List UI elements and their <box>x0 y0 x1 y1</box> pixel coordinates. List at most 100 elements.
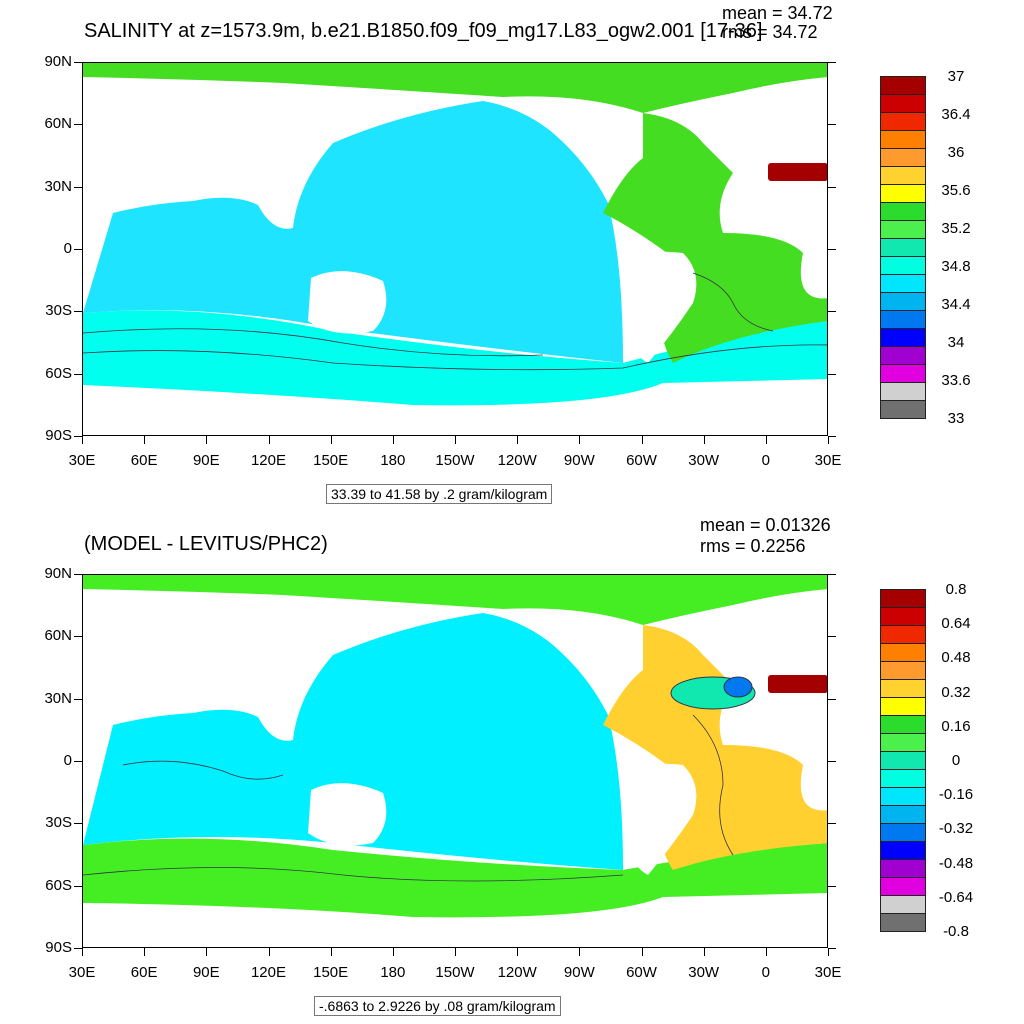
top-lat-tick <box>74 311 82 313</box>
top-med-outflow <box>768 163 827 181</box>
bottom-lon-tick <box>330 948 332 956</box>
top-lon-label: 120W <box>497 452 537 469</box>
top-lon-label: 180 <box>380 452 406 469</box>
bottom-lat-tick <box>74 761 82 762</box>
colorbar-swatch <box>880 382 926 401</box>
top-lon-label: 90W <box>563 452 595 469</box>
colorbar-swatch <box>880 184 926 203</box>
top-lon-tick <box>392 436 394 444</box>
top-lat-tick <box>74 186 82 188</box>
colorbar-label: -0.64 <box>938 888 974 906</box>
top-rms-stat: rms = 34.72 <box>722 22 818 42</box>
top-arctic <box>83 63 827 113</box>
bottom-med-outflow <box>768 675 827 693</box>
colorbar-swatch <box>880 679 926 698</box>
colorbar-swatch <box>880 913 926 932</box>
colorbar-swatch <box>880 589 926 608</box>
colorbar-swatch <box>880 787 926 806</box>
bottom-range-box: -.6863 to 2.9226 by .08 gram/kilogram <box>314 996 561 1016</box>
colorbar-label: 0.8 <box>945 581 967 598</box>
colorbar-label: -0.8 <box>943 923 969 940</box>
colorbar-swatch <box>880 328 926 347</box>
bottom-lon-tick <box>703 948 705 956</box>
bottom-lon-tick <box>828 948 829 956</box>
colorbar-label: 0 <box>951 752 961 769</box>
top-lon-tick <box>517 436 519 444</box>
top-atlantic <box>603 113 827 363</box>
top-lon-label: 150W <box>435 452 475 469</box>
top-contour-1 <box>83 344 827 371</box>
colorbar-swatch <box>880 148 926 167</box>
bottom-lon-label: 120E <box>250 964 287 981</box>
top-lat-tick <box>828 62 836 63</box>
top-contour-2 <box>83 328 544 357</box>
bottom-mean-stat: mean = 0.01326 <box>700 515 831 535</box>
top-map-title: SALINITY at z=1573.9m, b.e21.B1850.f09_f… <box>84 20 763 42</box>
bottom-atlantic <box>603 625 827 870</box>
bottom-lon-label: 150W <box>435 964 475 981</box>
colorbar-swatch <box>880 274 926 293</box>
colorbar-swatch <box>880 94 926 113</box>
colorbar-swatch <box>880 877 926 896</box>
colorbar-label: 37 <box>947 68 965 85</box>
bottom-lon-label: 30E <box>814 964 842 981</box>
bottom-lat-tick <box>828 574 836 575</box>
colorbar-label: 34.4 <box>941 296 971 313</box>
colorbar-swatch <box>880 841 926 860</box>
bottom-lon-tick <box>144 948 146 956</box>
colorbar-swatch <box>880 112 926 131</box>
bottom-lon-tick <box>206 948 208 956</box>
colorbar-swatch <box>880 805 926 824</box>
top-lon-label: 0 <box>761 452 770 469</box>
top-lon-label: 150E <box>313 452 349 469</box>
top-lon-label: 90E <box>192 452 220 469</box>
bottom-lon-label: 120W <box>497 964 537 981</box>
bottom-lat-label: 60N <box>44 627 72 645</box>
bottom-gulf-stream-core <box>723 676 753 698</box>
colorbar-swatch <box>880 202 926 221</box>
top-lon-tick <box>268 436 270 444</box>
colorbar-swatch <box>880 400 926 419</box>
top-lat-tick <box>74 249 82 250</box>
bottom-contour-3 <box>122 760 284 780</box>
bottom-lat-tick <box>74 823 82 825</box>
bottom-southern-ocean <box>83 838 827 918</box>
top-lat-tick <box>828 186 836 188</box>
top-lon-label: 30E <box>814 452 842 469</box>
top-lon-tick <box>206 436 208 444</box>
colorbar-swatch <box>880 625 926 644</box>
bottom-lon-label: 0 <box>761 964 770 981</box>
bottom-lon-tick <box>765 948 767 956</box>
colorbar-label: 35.6 <box>941 182 971 199</box>
bottom-lat-tick <box>828 948 836 949</box>
top-lat-tick <box>74 124 82 126</box>
bottom-colorbar <box>880 589 926 932</box>
top-lat-tick <box>74 62 82 63</box>
bottom-lon-tick <box>517 948 519 956</box>
bottom-australia <box>308 783 387 846</box>
bottom-contour-1 <box>83 867 624 882</box>
bottom-lat-label: 90S <box>45 939 72 956</box>
bottom-lon-label: 90E <box>192 964 220 981</box>
colorbar-swatch <box>880 715 926 734</box>
top-lat-tick <box>828 249 836 250</box>
colorbar-swatch <box>880 130 926 149</box>
colorbar-swatch <box>880 751 926 770</box>
top-contour-3 <box>692 272 774 332</box>
bottom-lon-tick <box>579 948 581 956</box>
colorbar-swatch <box>880 643 926 662</box>
bottom-lat-tick <box>74 574 82 575</box>
bottom-lat-label: 60S <box>45 876 72 894</box>
colorbar-swatch <box>880 310 926 329</box>
bottom-lat-label: 30S <box>45 814 72 832</box>
colorbar-swatch <box>880 220 926 239</box>
colorbar-label: 34.8 <box>941 258 971 275</box>
bottom-lat-tick <box>74 636 82 638</box>
top-australia <box>308 271 387 334</box>
bottom-lat-tick <box>74 948 82 949</box>
bottom-lon-label: 60W <box>626 964 657 981</box>
bottom-lat-label: 90N <box>44 565 72 582</box>
bottom-map-title: (MODEL - LEVITUS/PHC2) <box>84 533 328 555</box>
colorbar-label: 35.2 <box>941 220 971 237</box>
colorbar-swatch <box>880 76 926 95</box>
